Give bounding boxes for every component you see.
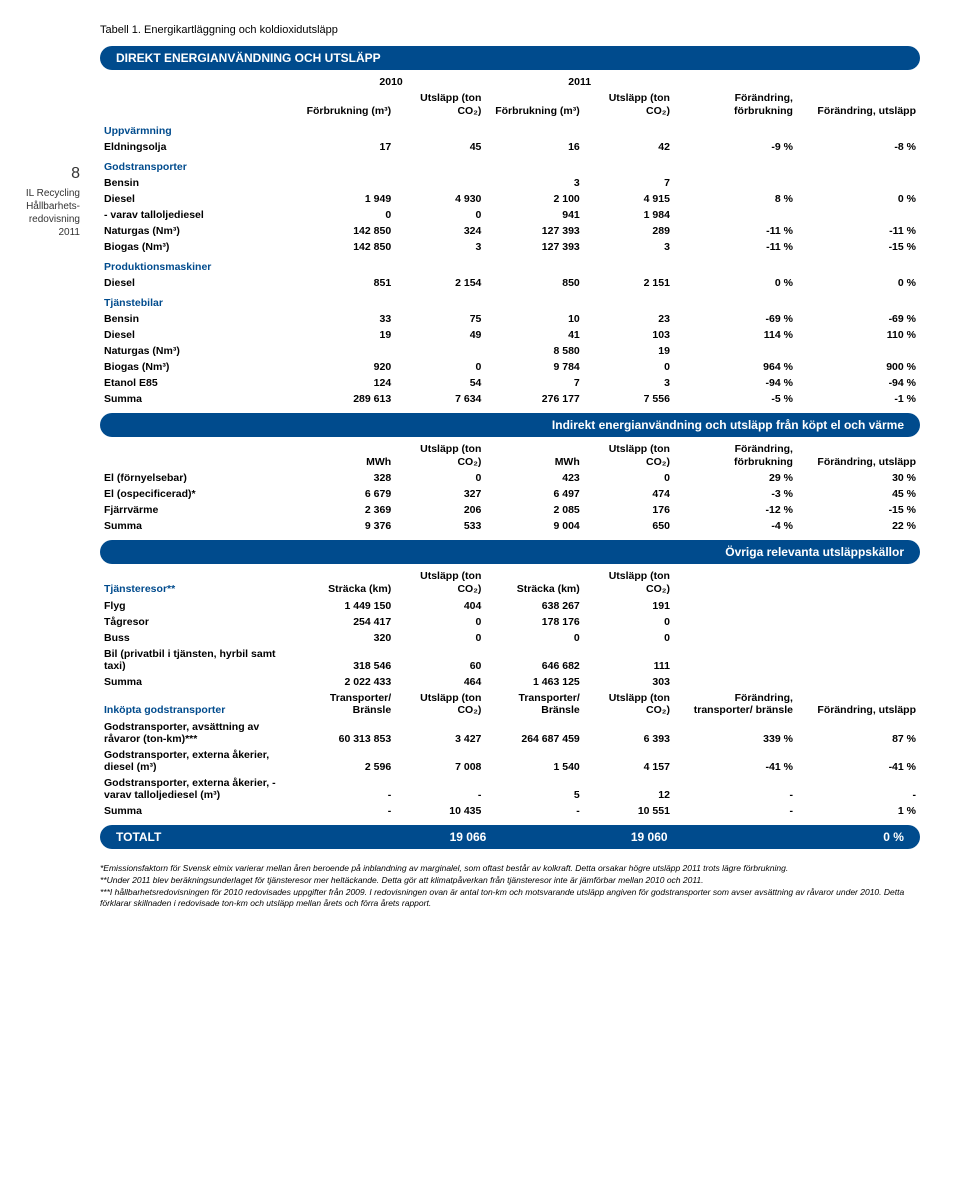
col-header-row: Inköpta godstransporter Transporter/ Brä…	[100, 690, 920, 719]
col-hdr: Utsläpp (ton CO₂)	[584, 441, 674, 470]
year-2011: 2011	[485, 74, 674, 90]
page-side-label: 8 IL Recycling Hållbarhets- redovisning …	[0, 164, 80, 239]
total-change: 0 %	[786, 830, 904, 844]
table-row: Godstransporter, externa åkerier, -varav…	[100, 775, 920, 803]
table-row: Naturgas (Nm³)142 850324127 393289-11 %-…	[100, 223, 920, 239]
total-row: TOTALT 19 066 19 060 0 %	[100, 819, 920, 853]
col-hdr: Förbrukning (m³)	[485, 90, 583, 119]
table-row: Diesel194941103114 %110 %	[100, 327, 920, 343]
side-line: redovisning	[29, 214, 80, 225]
table-row: Buss320000	[100, 630, 920, 646]
table-row: - varav talloljediesel009411 984	[100, 207, 920, 223]
footnote: *Emissionsfaktorn för Svensk elmix varie…	[100, 863, 920, 874]
section-uppvarmning: Uppvärmning	[100, 119, 920, 139]
table-row: Naturgas (Nm³)8 58019	[100, 343, 920, 359]
section-pill-direct: DIREKT ENERGIANVÄNDNING OCH UTSLÄPP	[100, 46, 920, 70]
col-hdr: Förändring, förbrukning	[674, 441, 797, 470]
table-row: Biogas (Nm³)142 8503127 3933-11 %-15 %	[100, 239, 920, 255]
col-hdr: Sträcka (km)	[297, 568, 395, 597]
col-hdr: Förändring, förbrukning	[674, 90, 797, 119]
col-hdr: Transporter/ Bränsle	[297, 690, 395, 719]
table-row: Diesel1 9494 9302 1004 9158 %0 %	[100, 191, 920, 207]
table-row: Summa-10 435-10 551-1 %	[100, 803, 920, 819]
table-row: Bensin37	[100, 175, 920, 191]
side-line: 2011	[58, 227, 80, 238]
col-hdr: Utsläpp (ton CO₂)	[584, 690, 674, 719]
col-hdr: Utsläpp (ton CO₂)	[584, 568, 674, 597]
table-row: Etanol E851245473-94 %-94 %	[100, 375, 920, 391]
section-tjbil: Tjänstebilar	[100, 291, 920, 311]
year-2010: 2010	[297, 74, 486, 90]
year-header-row: 2010 2011	[100, 74, 920, 90]
footnotes: *Emissionsfaktorn för Svensk elmix varie…	[100, 863, 920, 909]
table-row: Godstransporter, avsättning av råvaror (…	[100, 719, 920, 747]
col-hdr: Förändring, transporter/ bränsle	[674, 690, 797, 719]
total-label: TOTALT	[116, 830, 305, 844]
col-header-row: Tjänsteresor** Sträcka (km) Utsläpp (ton…	[100, 568, 920, 597]
col-hdr: Utsläpp (ton CO₂)	[395, 90, 485, 119]
side-line: IL Recycling	[26, 188, 80, 199]
table-row: Bil (privatbil i tjänsten, hyrbil samt t…	[100, 646, 920, 674]
section-gods: Godstransporter	[100, 155, 920, 175]
col-hdr: Transporter/ Bränsle	[485, 690, 583, 719]
col-hdr: Förbrukning (m³)	[297, 90, 395, 119]
col-hdr: Förändring, utsläpp	[797, 441, 920, 470]
table-row: Flyg1 449 150404638 267191	[100, 598, 920, 614]
footnote: **Under 2011 blev beräkningsunderlaget f…	[100, 875, 920, 886]
col-hdr: Förändring, utsläpp	[797, 90, 920, 119]
col-hdr: Sträcka (km)	[485, 568, 583, 597]
col-hdr: Utsläpp (ton CO₂)	[395, 568, 485, 597]
section-pill-indirect: Indirekt energianvändning och utsläpp fr…	[100, 413, 920, 437]
table-row: Diesel8512 1548502 1510 %0 %	[100, 275, 920, 291]
table-row: Summa289 6137 634276 1777 556-5 %-1 %	[100, 391, 920, 407]
footnote: ***I hållbarhetsredovisningen för 2010 r…	[100, 887, 920, 909]
table-row: Eldningsolja17451642-9 %-8 %	[100, 139, 920, 155]
col-header-row: MWh Utsläpp (ton CO₂) MWh Utsläpp (ton C…	[100, 441, 920, 470]
col-hdr: MWh	[485, 441, 583, 470]
table-row: Bensin33751023-69 %-69 %	[100, 311, 920, 327]
page-number: 8	[0, 164, 80, 185]
table-row: Summa2 022 4334641 463 125303	[100, 674, 920, 690]
total-2011: 19 060	[581, 830, 668, 844]
col-header-row: Förbrukning (m³) Utsläpp (ton CO₂) Förbr…	[100, 90, 920, 119]
table-row: Fjärrvärme2 3692062 085176-12 %-15 %	[100, 502, 920, 518]
section-pill-other: Övriga relevanta utsläppskällor	[100, 540, 920, 564]
col-hdr: Förändring, utsläpp	[797, 690, 920, 719]
table-caption: Tabell 1. Energikartläggning och koldiox…	[100, 24, 920, 36]
table-row: El (ospecificerad)*6 6793276 497474-3 %4…	[100, 486, 920, 502]
col-hdr: MWh	[297, 441, 395, 470]
section-inkop: Inköpta godstransporter	[100, 690, 297, 719]
table-row: Tågresor254 4170178 1760	[100, 614, 920, 630]
table-row: Biogas (Nm³)92009 7840964 %900 %	[100, 359, 920, 375]
table-row: Godstransporter, externa åkerier, diesel…	[100, 747, 920, 775]
section-tjres: Tjänsteresor**	[100, 568, 297, 597]
col-hdr: Utsläpp (ton CO₂)	[584, 90, 674, 119]
col-hdr: Utsläpp (ton CO₂)	[395, 690, 485, 719]
main-table: 2010 2011 Förbrukning (m³) Utsläpp (ton …	[100, 74, 920, 853]
total-2010: 19 066	[400, 830, 487, 844]
side-line: Hållbarhets-	[26, 201, 80, 212]
col-hdr: Utsläpp (ton CO₂)	[395, 441, 485, 470]
table-row: El (förnyelsebar)3280423029 %30 %	[100, 470, 920, 486]
section-prod: Produktionsmaskiner	[100, 255, 920, 275]
table-row: Summa9 3765339 004650-4 %22 %	[100, 518, 920, 534]
